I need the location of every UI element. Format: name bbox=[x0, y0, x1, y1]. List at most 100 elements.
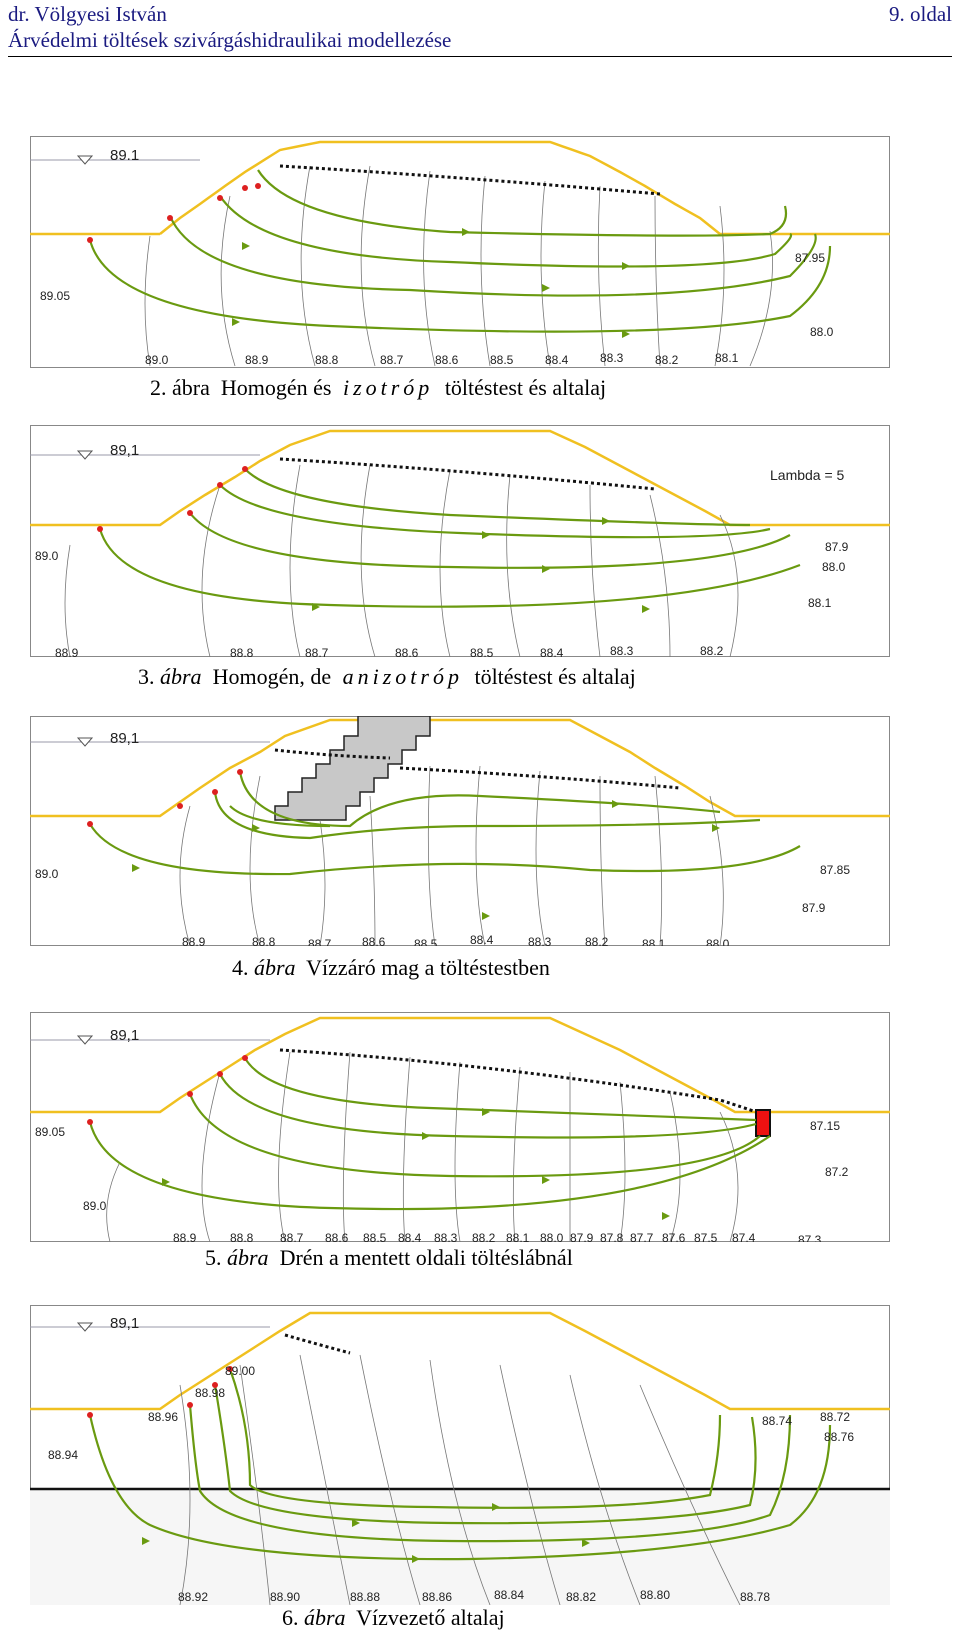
seepage-line bbox=[279, 1048, 757, 1114]
water-level-icon bbox=[76, 1322, 94, 1332]
contour-label: 88.8 bbox=[252, 935, 276, 946]
contour-label: 88.4 bbox=[540, 646, 564, 657]
figure-5-drawing: 89,1 88.9 88.8 88.7 88.6 88.5 88.4 bbox=[30, 1012, 890, 1242]
contour-label: 88.8 bbox=[315, 353, 339, 367]
contour-label: 88.7 bbox=[308, 937, 332, 946]
contour-label: 88.9 bbox=[55, 646, 79, 657]
contour-label: 88.7 bbox=[280, 1231, 304, 1242]
contour-label: 87.5 bbox=[694, 1231, 718, 1242]
water-level-icon bbox=[76, 1035, 94, 1045]
entry-points bbox=[87, 1055, 248, 1125]
contour-label: 88.8 bbox=[230, 1231, 254, 1242]
side-label: 87.9 bbox=[825, 540, 849, 554]
contour-label: 87.3 bbox=[798, 1233, 822, 1242]
contour-label: 88.2 bbox=[700, 644, 724, 657]
water-level-label: 89,1 bbox=[110, 1315, 139, 1332]
side-label: 87.85 bbox=[820, 863, 850, 877]
flowlines bbox=[88, 1368, 832, 1561]
side-label: 88.0 bbox=[822, 560, 846, 574]
flowlines bbox=[88, 169, 832, 333]
water-level-label: 89,1 bbox=[110, 442, 139, 459]
contour-label: 88.2 bbox=[585, 935, 609, 946]
figure-6: 89,1 88.92 88.90 88.88 88.86 88.84 88.82 bbox=[30, 1305, 890, 1605]
contour-label: 88.8 bbox=[230, 646, 254, 657]
side-label: 88.98 bbox=[195, 1386, 225, 1400]
water-level-label: 89.1 bbox=[110, 147, 139, 164]
contour-label: 87.9 bbox=[570, 1231, 594, 1242]
side-label: 88.1 bbox=[808, 596, 832, 610]
caption-figure-3: 3. ábra Homogén, de anizotróp töltéstest… bbox=[138, 664, 636, 689]
figure-5: 89,1 88.9 88.8 88.7 88.6 88.5 88.4 bbox=[30, 1012, 890, 1242]
flow-arrows bbox=[142, 1503, 590, 1563]
contour-label: 88.3 bbox=[610, 644, 634, 657]
contour-label: 88.3 bbox=[528, 935, 552, 946]
contour-label: 88.4 bbox=[470, 933, 494, 946]
contour-label: 88.5 bbox=[414, 937, 438, 946]
embankment-outline bbox=[30, 140, 890, 236]
flowlines bbox=[98, 468, 801, 608]
entry-points bbox=[87, 183, 261, 243]
caption-figure-4: 4. ábra Vízzáró mag a töltéstestben bbox=[232, 955, 550, 980]
contour-label: 88.9 bbox=[182, 935, 206, 946]
page-number: 9. oldal bbox=[889, 2, 952, 26]
page-header: dr. Völgyesi István 9. oldal Árvédelmi t… bbox=[8, 0, 952, 57]
equipotential-lines bbox=[144, 165, 773, 367]
contour-labels: 88.9 88.8 88.7 88.6 88.5 88.4 88.3 88.2 … bbox=[35, 540, 849, 657]
embankment-outline bbox=[30, 718, 890, 818]
contour-label: 87.6 bbox=[662, 1231, 686, 1242]
side-label: 89.0 bbox=[35, 867, 59, 881]
impermeable-core bbox=[274, 716, 431, 821]
contour-label: 88.4 bbox=[398, 1231, 422, 1242]
contour-label: 88.78 bbox=[740, 1590, 770, 1604]
frame bbox=[30, 136, 890, 368]
figure-4: 89,1 88.9 88.8 88.7 88.6 88.5 88.4 bbox=[30, 716, 890, 946]
contour-label: 88.3 bbox=[600, 351, 624, 365]
contour-label: 88.5 bbox=[470, 646, 494, 657]
side-label: 88.72 bbox=[820, 1410, 850, 1424]
contour-labels: 88.9 88.8 88.7 88.6 88.5 88.4 88.3 88.2 … bbox=[35, 1119, 849, 1242]
side-label: 89.0 bbox=[35, 549, 59, 563]
figure-3: 89,1 Lambda = 5 88.9 88.8 88.7 88.6 88.5… bbox=[30, 425, 890, 657]
contour-label: 88.84 bbox=[494, 1588, 524, 1602]
contour-label: 89.0 bbox=[145, 353, 169, 367]
contour-label: 88.6 bbox=[435, 353, 459, 367]
side-label: 88.0 bbox=[810, 325, 834, 339]
contour-label: 88.7 bbox=[380, 353, 404, 367]
contour-label: 88.5 bbox=[490, 353, 514, 367]
caption-figure-6: 6. ábra Vízvezető altalaj bbox=[282, 1605, 505, 1630]
equipotential-lines bbox=[106, 1051, 739, 1242]
contour-label: 88.9 bbox=[173, 1231, 197, 1242]
entry-points bbox=[97, 466, 248, 532]
side-label: 89.0 bbox=[83, 1199, 107, 1213]
equipotential-lines bbox=[179, 765, 724, 946]
seepage-line bbox=[284, 1333, 351, 1355]
side-label: 88.74 bbox=[762, 1414, 792, 1428]
contour-label: 88.1 bbox=[642, 937, 666, 946]
contour-label: 88.4 bbox=[545, 353, 569, 367]
side-label: 88.94 bbox=[48, 1448, 78, 1462]
author: dr. Völgyesi István bbox=[8, 2, 167, 26]
document-title: Árvédelmi töltések szivárgáshidraulikai … bbox=[8, 28, 452, 52]
figure-2-drawing: 89.1 89.0 88.9 88.8 88.7 88.6 bbox=[30, 136, 890, 368]
contour-label: 88.86 bbox=[422, 1590, 452, 1604]
seepage-line-downstream bbox=[399, 766, 681, 790]
water-level-icon bbox=[76, 737, 94, 747]
flow-arrows bbox=[132, 800, 720, 920]
equipotential-lines bbox=[64, 464, 739, 657]
side-label: 87.2 bbox=[825, 1165, 849, 1179]
contour-label: 88.2 bbox=[472, 1231, 496, 1242]
entry-points bbox=[87, 1366, 233, 1418]
contour-label: 87.4 bbox=[732, 1231, 756, 1242]
side-label: 89.00 bbox=[225, 1364, 255, 1378]
drain bbox=[755, 1109, 771, 1137]
flowlines bbox=[89, 771, 801, 876]
caption-figure-5: 5. ábra Drén a mentett oldali töltéslábn… bbox=[205, 1245, 573, 1270]
lambda-label: Lambda = 5 bbox=[770, 467, 845, 483]
contour-label: 88.0 bbox=[540, 1231, 564, 1242]
side-label: 89.05 bbox=[35, 1125, 65, 1139]
contour-label: 88.2 bbox=[655, 353, 679, 367]
contour-label: 88.9 bbox=[245, 353, 269, 367]
contour-label: 88.80 bbox=[640, 1588, 670, 1602]
contour-label: 88.7 bbox=[305, 646, 329, 657]
flow-arrows bbox=[162, 1108, 670, 1220]
